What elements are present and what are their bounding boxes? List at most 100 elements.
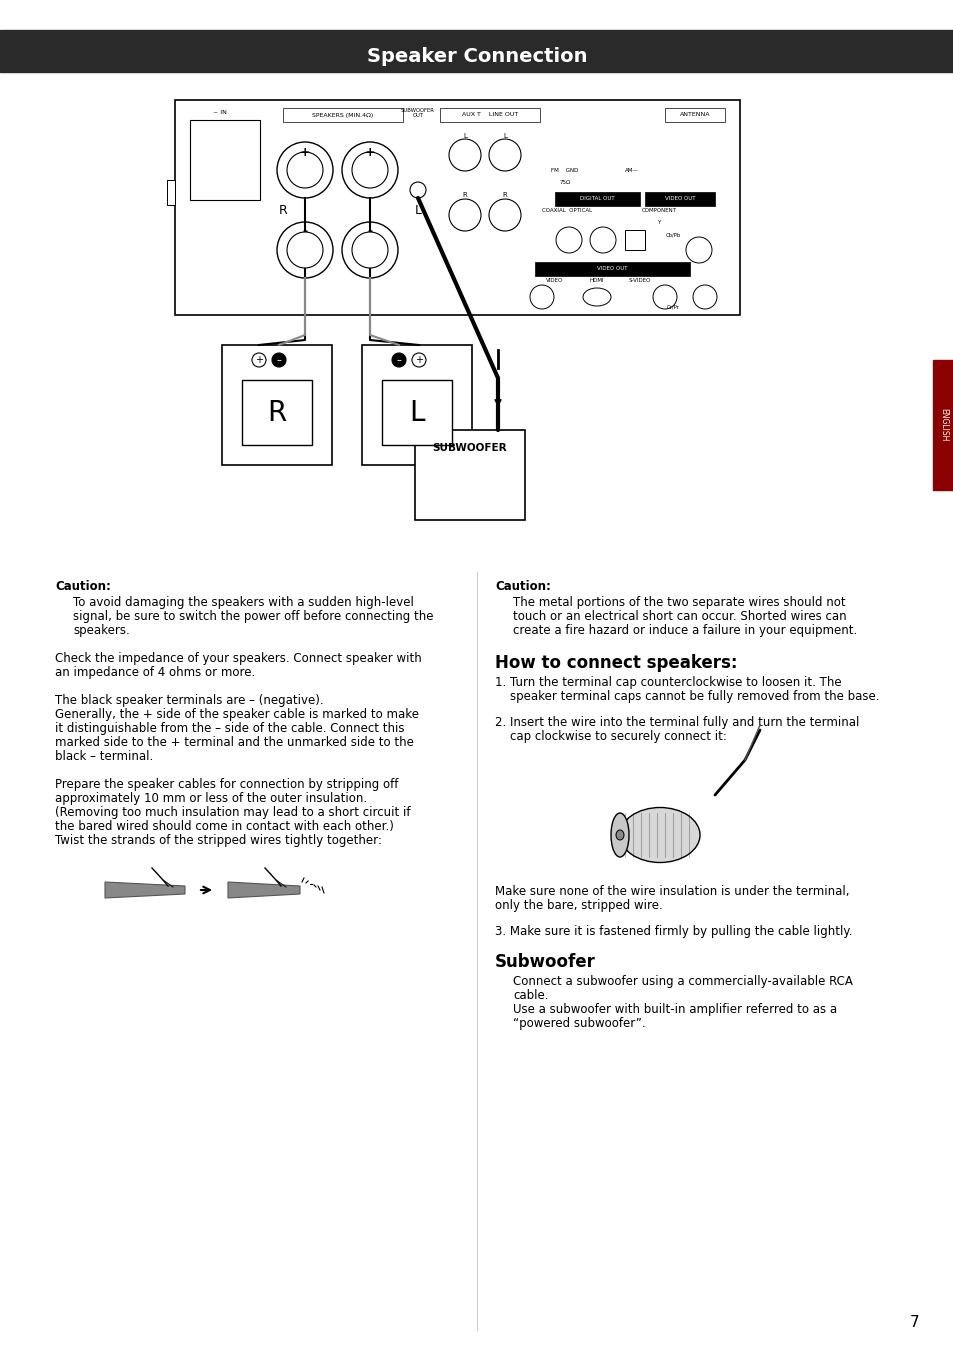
Text: ~ IN: ~ IN bbox=[213, 111, 227, 116]
Text: 2. Insert the wire into the terminal fully and turn the terminal: 2. Insert the wire into the terminal ful… bbox=[495, 716, 859, 728]
Circle shape bbox=[276, 223, 333, 278]
Text: Speaker Connection: Speaker Connection bbox=[366, 47, 587, 66]
Circle shape bbox=[352, 232, 388, 268]
Circle shape bbox=[341, 223, 397, 278]
Text: (Removing too much insulation may lead to a short circuit if: (Removing too much insulation may lead t… bbox=[55, 805, 410, 819]
Text: cable.: cable. bbox=[513, 989, 548, 1002]
Text: AUX T    LINE OUT: AUX T LINE OUT bbox=[461, 112, 517, 117]
Text: Check the impedance of your speakers. Connect speaker with: Check the impedance of your speakers. Co… bbox=[55, 652, 421, 665]
Text: L: L bbox=[409, 399, 424, 428]
Circle shape bbox=[352, 152, 388, 188]
Text: speakers.: speakers. bbox=[73, 625, 130, 637]
Text: Make sure none of the wire insulation is under the terminal,: Make sure none of the wire insulation is… bbox=[495, 885, 848, 898]
Text: Cb/Pb: Cb/Pb bbox=[664, 232, 679, 237]
Text: –: – bbox=[276, 355, 281, 366]
Text: VIDEO OUT: VIDEO OUT bbox=[597, 267, 626, 271]
Text: cap clockwise to securely connect it:: cap clockwise to securely connect it: bbox=[495, 730, 726, 743]
Bar bbox=[190, 120, 260, 200]
Circle shape bbox=[412, 353, 426, 367]
Bar bbox=[644, 192, 714, 206]
Text: Use a subwoofer with built-in amplifier referred to as a: Use a subwoofer with built-in amplifier … bbox=[513, 1004, 836, 1016]
Text: +: + bbox=[254, 355, 263, 366]
Circle shape bbox=[449, 139, 480, 171]
Circle shape bbox=[449, 200, 480, 231]
Circle shape bbox=[692, 285, 717, 309]
Text: speaker terminal caps cannot be fully removed from the base.: speaker terminal caps cannot be fully re… bbox=[495, 689, 879, 703]
Text: approximately 10 mm or less of the outer insulation.: approximately 10 mm or less of the outer… bbox=[55, 792, 367, 805]
Text: S-VIDEO: S-VIDEO bbox=[628, 278, 651, 282]
Text: FM    GND: FM GND bbox=[551, 167, 578, 173]
Circle shape bbox=[276, 142, 333, 198]
Text: Prepare the speaker cables for connection by stripping off: Prepare the speaker cables for connectio… bbox=[55, 778, 398, 791]
Circle shape bbox=[530, 285, 554, 309]
Text: 1. Turn the terminal cap counterclockwise to loosen it. The: 1. Turn the terminal cap counterclockwis… bbox=[495, 676, 841, 689]
Text: L: L bbox=[502, 134, 506, 139]
Circle shape bbox=[489, 200, 520, 231]
Text: +: + bbox=[364, 146, 375, 158]
Text: R: R bbox=[502, 192, 507, 198]
Text: The metal portions of the two separate wires should not: The metal portions of the two separate w… bbox=[513, 596, 844, 608]
Text: -: - bbox=[367, 225, 373, 239]
Text: R: R bbox=[278, 204, 287, 216]
Text: To avoid damaging the speakers with a sudden high-level: To avoid damaging the speakers with a su… bbox=[73, 596, 414, 608]
Text: 3. Make sure it is fastened firmly by pulling the cable lightly.: 3. Make sure it is fastened firmly by pu… bbox=[495, 925, 852, 938]
Text: VIDEO: VIDEO bbox=[546, 278, 563, 282]
Text: R: R bbox=[267, 399, 286, 428]
Bar bbox=[381, 380, 452, 445]
Text: ENGLISH: ENGLISH bbox=[938, 409, 947, 441]
Text: DIGITAL OUT: DIGITAL OUT bbox=[579, 197, 614, 201]
Text: 75Ω: 75Ω bbox=[558, 179, 570, 185]
Text: Caution:: Caution: bbox=[55, 580, 111, 594]
Bar bbox=[167, 179, 174, 205]
Text: Caution:: Caution: bbox=[495, 580, 550, 594]
Text: R: R bbox=[462, 192, 467, 198]
Circle shape bbox=[652, 285, 677, 309]
Text: the bared wired should come in contact with each other.): the bared wired should come in contact w… bbox=[55, 820, 394, 832]
Text: signal, be sure to switch the power off before connecting the: signal, be sure to switch the power off … bbox=[73, 610, 433, 623]
Text: marked side to the + terminal and the unmarked side to the: marked side to the + terminal and the un… bbox=[55, 737, 414, 749]
Polygon shape bbox=[105, 882, 185, 898]
Bar bbox=[174, 100, 740, 316]
Text: L: L bbox=[462, 134, 466, 139]
Bar bbox=[283, 108, 402, 121]
Circle shape bbox=[341, 142, 397, 198]
Text: SUBWOOFER
OUT: SUBWOOFER OUT bbox=[400, 108, 435, 119]
Text: it distinguishable from the – side of the cable. Connect this: it distinguishable from the – side of th… bbox=[55, 722, 404, 735]
Bar bbox=[555, 192, 639, 206]
Text: -: - bbox=[302, 225, 307, 239]
Text: AM—: AM— bbox=[624, 167, 639, 173]
Bar bbox=[624, 229, 644, 250]
Ellipse shape bbox=[610, 813, 628, 857]
Text: Subwoofer: Subwoofer bbox=[495, 952, 596, 971]
Text: +: + bbox=[299, 146, 310, 158]
Text: ANTENNA: ANTENNA bbox=[679, 112, 709, 117]
Text: an impedance of 4 ohms or more.: an impedance of 4 ohms or more. bbox=[55, 666, 255, 679]
Text: Cr/Pr: Cr/Pr bbox=[666, 305, 679, 309]
Ellipse shape bbox=[619, 808, 700, 862]
Bar bbox=[242, 380, 312, 445]
Text: 7: 7 bbox=[909, 1315, 919, 1330]
Bar bbox=[0, 30, 953, 71]
Text: SPEAKERS (MIN.4Ω): SPEAKERS (MIN.4Ω) bbox=[312, 112, 374, 117]
Text: Twist the strands of the stripped wires tightly together:: Twist the strands of the stripped wires … bbox=[55, 834, 381, 847]
Bar bbox=[932, 360, 953, 490]
Bar bbox=[664, 108, 724, 121]
Text: COMPONENT: COMPONENT bbox=[640, 208, 676, 213]
Circle shape bbox=[392, 353, 406, 367]
Polygon shape bbox=[228, 882, 299, 898]
Circle shape bbox=[556, 227, 581, 254]
Circle shape bbox=[589, 227, 616, 254]
Text: L: L bbox=[414, 204, 421, 216]
Text: Connect a subwoofer using a commercially-available RCA: Connect a subwoofer using a commercially… bbox=[513, 975, 852, 987]
Circle shape bbox=[272, 353, 286, 367]
Text: Generally, the + side of the speaker cable is marked to make: Generally, the + side of the speaker cab… bbox=[55, 708, 418, 720]
Text: How to connect speakers:: How to connect speakers: bbox=[495, 654, 737, 672]
Bar bbox=[439, 108, 539, 121]
Circle shape bbox=[287, 152, 323, 188]
Circle shape bbox=[685, 237, 711, 263]
Bar bbox=[535, 262, 689, 277]
Text: only the bare, stripped wire.: only the bare, stripped wire. bbox=[495, 898, 662, 912]
Text: create a fire hazard or induce a failure in your equipment.: create a fire hazard or induce a failure… bbox=[513, 625, 857, 637]
Circle shape bbox=[252, 353, 266, 367]
Circle shape bbox=[410, 182, 426, 198]
